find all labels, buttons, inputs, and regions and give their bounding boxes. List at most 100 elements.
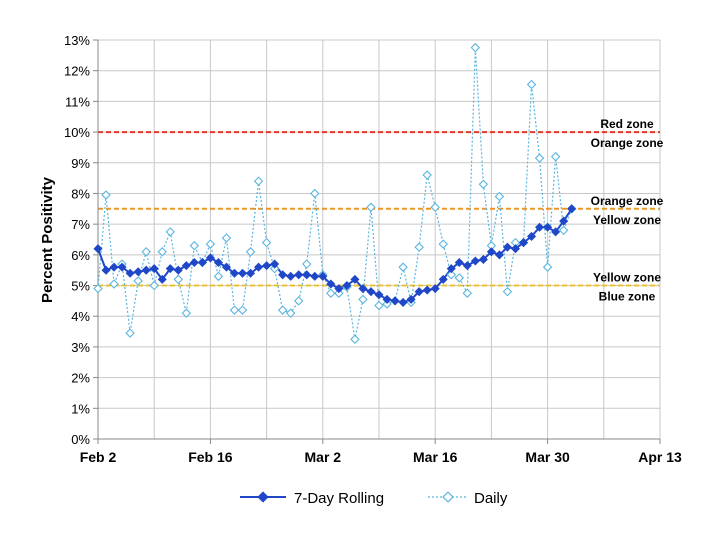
daily-point	[414, 242, 424, 252]
rolling-point	[262, 261, 272, 271]
rolling-point	[213, 257, 223, 268]
rolling-point	[229, 268, 240, 278]
rolling-point	[543, 222, 553, 232]
rolling-point	[125, 268, 135, 278]
rolling-point	[237, 268, 248, 278]
rolling-point	[310, 271, 320, 281]
x-tick-label: Feb 16	[188, 449, 233, 465]
daily-point	[470, 42, 481, 53]
daily-point	[486, 240, 497, 251]
rolling-point	[117, 262, 127, 272]
daily-point	[285, 308, 296, 318]
daily-point	[310, 188, 320, 199]
zone-label: Yellow zone	[593, 213, 661, 227]
series-layer	[93, 42, 577, 344]
daily-point	[165, 227, 175, 237]
daily-point	[454, 273, 465, 283]
daily-point	[446, 270, 456, 280]
rolling-point	[286, 271, 296, 281]
rolling-point	[221, 262, 231, 272]
daily-point	[430, 202, 440, 213]
x-tick-label: Mar 2	[305, 449, 342, 465]
x-tick-label: Mar 16	[413, 449, 458, 465]
daily-point	[173, 274, 184, 285]
daily-point	[293, 296, 304, 306]
y-tick-label: 12%	[64, 64, 90, 79]
daily-point	[205, 239, 216, 249]
daily-point	[382, 299, 392, 309]
zone-label: Yellow zone	[593, 271, 661, 285]
rolling-point	[93, 244, 103, 254]
y-tick-label: 9%	[71, 156, 90, 171]
daily-point	[398, 262, 408, 272]
y-tick-label: 4%	[71, 309, 90, 324]
daily-point	[510, 237, 521, 248]
rolling-point	[101, 265, 111, 275]
rolling-point	[294, 270, 304, 280]
rolling-point	[398, 297, 408, 307]
rolling-point	[133, 267, 143, 277]
x-tick-label: Apr 13	[638, 449, 682, 465]
daily-point	[438, 239, 448, 249]
daily-point	[101, 190, 111, 200]
axes: 0% 1% 2% 3% 4% 5% 6% 7% 8% 9% 10% 11% 12% 13% Feb 2 Feb…	[64, 33, 682, 465]
daily-point	[494, 191, 505, 202]
daily-point	[542, 262, 553, 272]
daily-point	[261, 237, 272, 248]
y-tick-label: 13%	[64, 33, 90, 48]
daily-point	[109, 279, 119, 289]
x-tick-label: Mar 30	[525, 449, 570, 465]
y-tick-label: 5%	[71, 279, 90, 294]
rolling-point	[181, 261, 191, 271]
daily-point	[502, 286, 513, 297]
daily-point	[133, 276, 143, 286]
zone-label: Blue zone	[599, 290, 656, 304]
rolling-point	[470, 256, 480, 266]
daily-point	[422, 170, 432, 180]
rolling-point	[390, 296, 400, 306]
rolling-point	[197, 257, 207, 268]
daily-point	[277, 305, 288, 315]
y-tick-label: 0%	[71, 432, 90, 447]
daily-point	[237, 305, 248, 315]
daily-point	[550, 151, 561, 162]
daily-point	[221, 233, 232, 243]
zone-label: Red zone	[600, 117, 654, 131]
daily-point	[358, 294, 368, 305]
daily-point	[213, 271, 224, 282]
threshold-lines: Red zone Orange zone Orange zone Yellow zon…	[98, 117, 664, 304]
y-tick-label: 10%	[64, 125, 90, 140]
rolling-point	[173, 265, 183, 275]
rolling-point	[165, 264, 175, 274]
rolling-point	[141, 265, 151, 275]
daily-point	[334, 288, 344, 298]
legend-daily-label: Daily	[474, 490, 508, 507]
rolling-point	[366, 287, 376, 297]
y-tick-label: 6%	[71, 248, 90, 263]
daily-point	[149, 280, 159, 291]
y-axis-title: Percent Positivity	[39, 176, 56, 303]
daily-point	[189, 240, 200, 251]
rolling-point	[109, 262, 119, 272]
daily-point	[125, 328, 135, 338]
daily-point	[245, 247, 256, 257]
x-tick-label: Feb 2	[80, 449, 117, 465]
daily-point	[534, 153, 545, 163]
y-tick-label: 7%	[71, 217, 90, 232]
daily-point	[141, 247, 151, 257]
y-tick-label: 8%	[71, 186, 90, 201]
daily-point	[181, 308, 192, 318]
rolling-point	[302, 270, 312, 280]
daily-point	[157, 247, 167, 257]
legend-daily-marker	[442, 491, 454, 503]
daily-point	[253, 176, 264, 186]
y-tick-label: 2%	[71, 371, 90, 386]
daily-point	[366, 202, 376, 213]
rolling-point	[486, 247, 496, 257]
rolling-point	[462, 261, 472, 271]
zone-label: Orange zone	[591, 194, 664, 208]
daily-point	[229, 305, 240, 315]
y-tick-label: 11%	[65, 94, 90, 109]
daily-point	[350, 334, 360, 344]
